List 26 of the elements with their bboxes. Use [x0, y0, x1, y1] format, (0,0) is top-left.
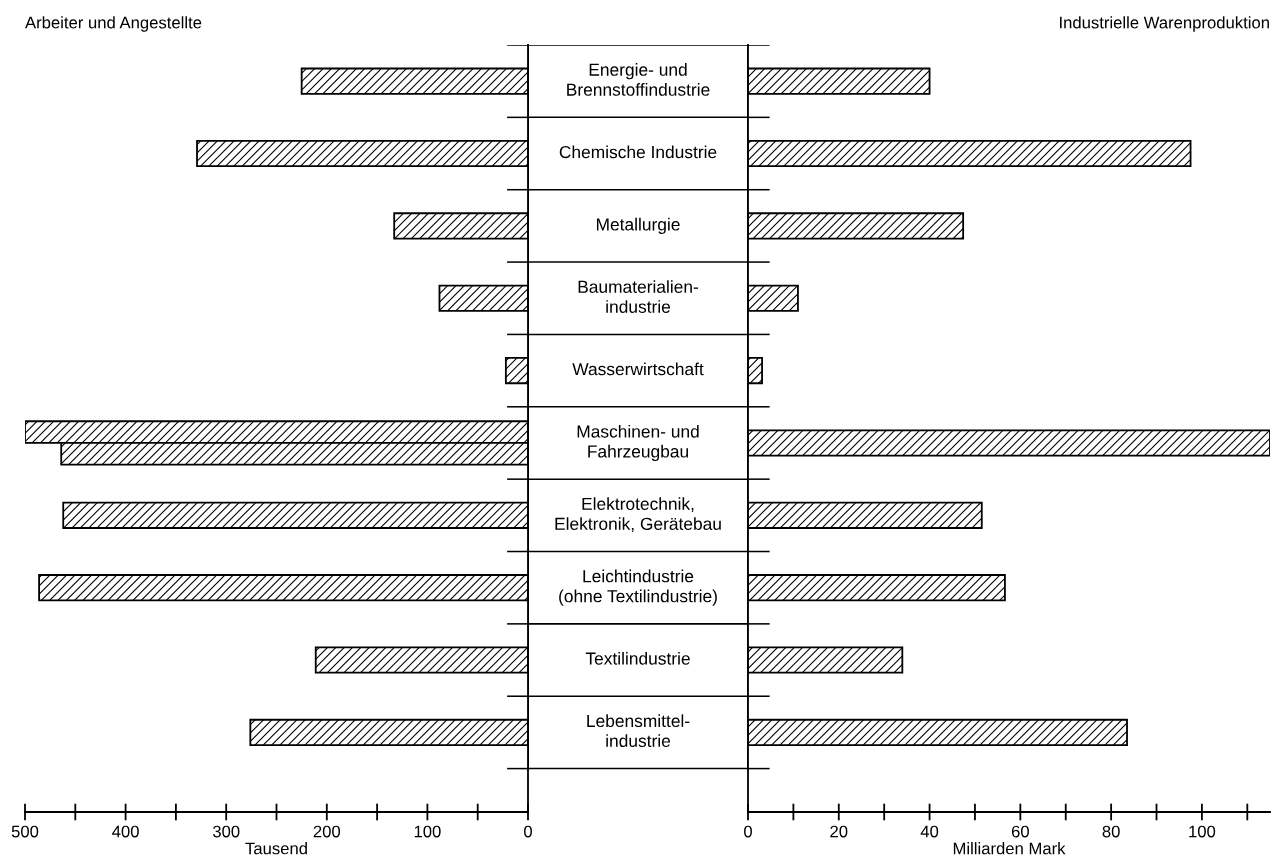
x-tick-label: 20	[830, 825, 848, 838]
y-tick-label: Wasserwirtschaft	[572, 362, 704, 376]
x-tick-label: 500	[11, 825, 39, 838]
x-axis-title: Tausend	[245, 842, 307, 855]
y-tick-label: Chemische Industrie	[559, 145, 717, 159]
x-tick-label: 80	[1102, 825, 1120, 838]
x-tick-label: 0	[744, 825, 752, 838]
x-tick-label: 200	[313, 825, 341, 838]
y-tick-label: Elektrotechnik, Elektronik, Gerätebau	[555, 497, 721, 533]
x-tick-label: 0	[524, 825, 532, 838]
x-axis-title: Milliarden Mark	[953, 842, 1066, 855]
x-tick-label: 40	[920, 825, 939, 838]
x-tick-label: 60	[1011, 825, 1029, 838]
y-tick-label: Baumaterialien- industrie	[578, 280, 699, 313]
y-tick-label: Maschinen- und Fahrzeugbau	[577, 424, 699, 462]
y-tick-label: Textilindustrie	[585, 651, 690, 665]
y-tick-label: Lebensmittel- industrie	[587, 714, 690, 748]
x-tick-label: 300	[212, 825, 240, 838]
y-tick-label: Leichtindustrie (ohne Textilindustrie)	[559, 569, 717, 606]
x-tick-label: 400	[112, 825, 139, 838]
chart-title: Industrielle Warenproduktion	[1060, 16, 1269, 32]
x-tick-label: 100	[414, 825, 441, 838]
y-tick-label: Metallurgie	[596, 217, 680, 234]
y-tick-label: Energie- und Brennstoffindustrie	[567, 63, 710, 96]
chart-title: Arbeiter und Angestellte	[25, 16, 202, 32]
x-tick-label: 100	[1189, 825, 1216, 838]
